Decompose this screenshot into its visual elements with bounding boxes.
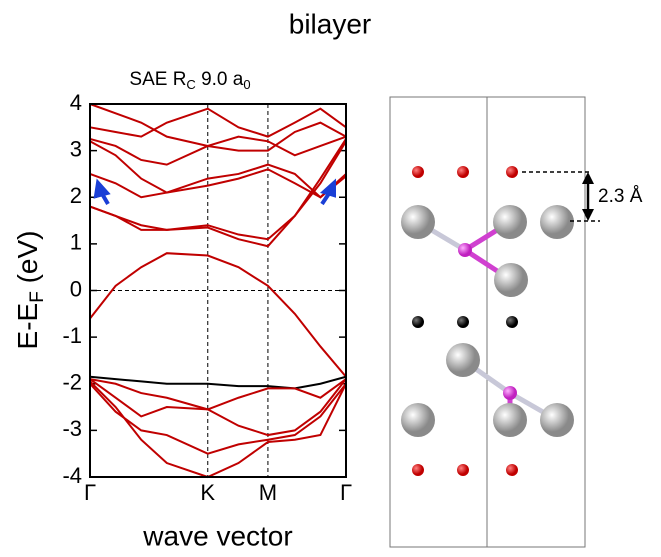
- x-axis-label: wave vector: [142, 520, 292, 551]
- y-tick-label: 1: [70, 230, 82, 255]
- y-tick-label: -2: [62, 370, 82, 395]
- band-line: [90, 381, 346, 477]
- figure: bilayer SAE RC 9.0 a0 E-EF (eV) wave vec…: [0, 0, 661, 557]
- band-line: [90, 384, 346, 454]
- plot-area: -4 -3 -2 -1 0 1 2 3 4 Γ K M Γ: [62, 90, 352, 505]
- y-tick-label: 4: [70, 90, 82, 115]
- x-tick-label: K: [200, 480, 215, 505]
- band-line: [90, 141, 346, 246]
- y-tick-label: -1: [62, 323, 82, 348]
- x-tick-label: Γ: [84, 480, 96, 505]
- band-line: [90, 109, 346, 137]
- x-tick-label: M: [259, 480, 277, 505]
- band-line: [90, 137, 346, 165]
- crystal-structure: [390, 97, 600, 547]
- band-line: [90, 253, 346, 377]
- y-tick-label: -3: [62, 416, 82, 441]
- y-tick-label: 2: [70, 183, 82, 208]
- y-tick-label: -4: [62, 463, 82, 488]
- y-tick-label: 0: [70, 276, 82, 301]
- annotation: 2.3 Å: [598, 186, 643, 207]
- band-line: [90, 377, 346, 389]
- x-tick-label: Γ: [340, 480, 352, 505]
- chart-title: bilayer: [289, 8, 371, 39]
- y-tick-label: 3: [70, 136, 82, 161]
- chart-subtitle: SAE RC 9.0 a0: [129, 69, 250, 92]
- band-line: [90, 165, 346, 198]
- y-axis-label: E-EF (eV): [12, 231, 48, 350]
